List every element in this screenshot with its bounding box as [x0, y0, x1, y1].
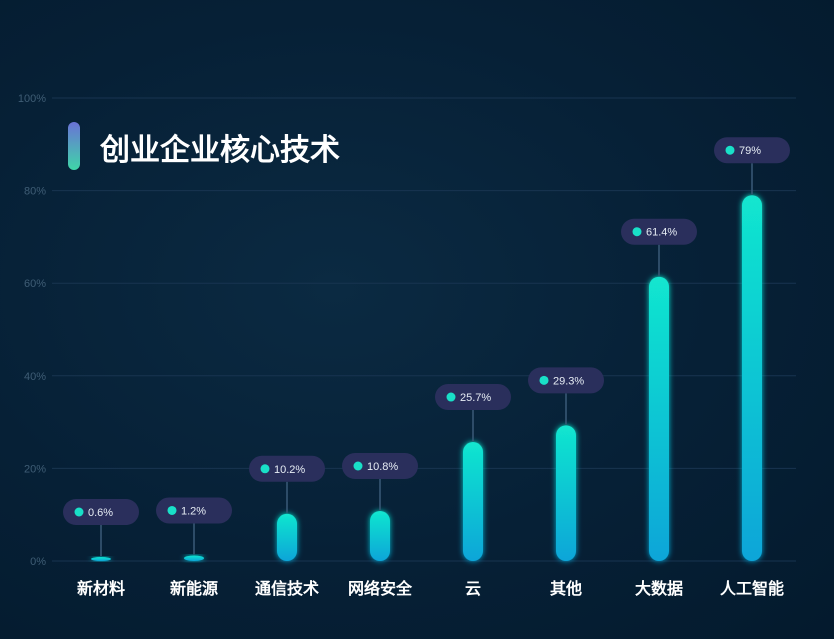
value-label: 25.7%: [460, 392, 491, 404]
bar: [463, 442, 483, 561]
bar: [184, 555, 204, 561]
bars: [91, 195, 762, 562]
value-label: 61.4%: [646, 227, 677, 239]
value-badge: [621, 218, 697, 245]
value-dot: [446, 392, 456, 402]
bar: [742, 195, 762, 562]
value-badge: [528, 367, 604, 394]
value-dot: [74, 507, 84, 517]
value-label: 10.8%: [367, 461, 398, 473]
value-badge: [435, 384, 511, 411]
category-label: 新材料: [77, 579, 125, 598]
chart-title: 创业企业核心技术: [68, 122, 340, 170]
y-tick-label: 100%: [18, 93, 46, 105]
category-label: 网络安全: [348, 579, 413, 598]
value-badge: [342, 452, 418, 479]
value-label: 1.2%: [181, 505, 206, 517]
y-tick-label: 60%: [24, 278, 46, 290]
value-dot: [167, 505, 177, 515]
chart-title-text: 创业企业核心技术: [99, 133, 340, 168]
bar: [556, 425, 576, 561]
y-tick-label: 40%: [24, 371, 46, 383]
category-label: 通信技术: [255, 579, 319, 598]
bar: [370, 510, 390, 561]
value-badge: [714, 137, 790, 164]
title-accent-bar: [68, 122, 80, 170]
y-tick-label: 80%: [24, 186, 46, 198]
category-label: 其他: [550, 579, 582, 598]
category-labels: 新材料 新能源 通信技术 网络安全 云 其他 大数据 人工智能: [77, 579, 784, 598]
bar: [91, 557, 111, 561]
value-badge: [156, 497, 232, 524]
value-label: 79%: [739, 145, 761, 157]
y-tick-label: 20%: [24, 463, 46, 475]
value-label: 10.2%: [274, 464, 305, 476]
value-badge: [63, 499, 139, 525]
category-label: 新能源: [170, 579, 218, 598]
value-badge: [249, 455, 325, 482]
value-dot: [353, 461, 363, 471]
value-labels: 0.6% 1.2% 10.2% 10.8% 25.7% 29.3% 61.4% 79%: [63, 137, 790, 556]
bar: [649, 276, 669, 561]
category-label: 人工智能: [720, 579, 784, 598]
value-dot: [632, 227, 642, 237]
value-label: 0.6%: [88, 507, 113, 519]
value-dot: [725, 145, 735, 155]
grid-lines: [52, 97, 796, 562]
bar: [277, 513, 297, 561]
value-label: 29.3%: [553, 375, 584, 387]
value-dot: [539, 375, 549, 385]
category-label: 大数据: [635, 579, 683, 598]
value-dot: [260, 464, 270, 474]
category-label: 云: [465, 579, 481, 598]
y-tick-label: 0%: [30, 556, 46, 568]
y-axis-ticks: 0% 20% 40% 60% 80% 100%: [18, 93, 46, 568]
